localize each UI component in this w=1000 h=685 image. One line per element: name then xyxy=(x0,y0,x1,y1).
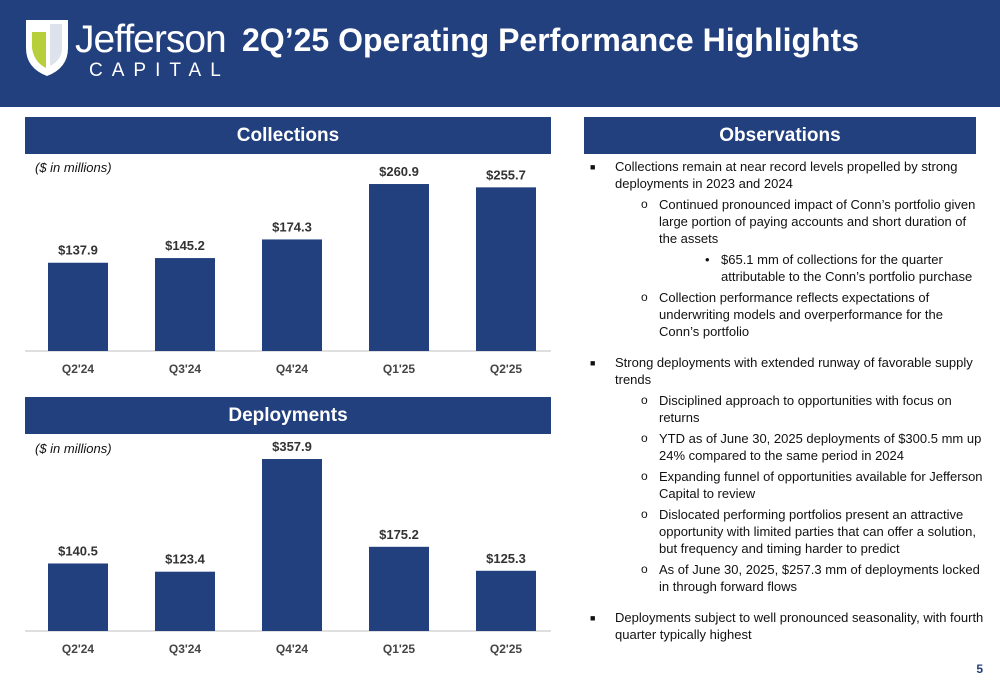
observations-heading: Observations xyxy=(584,117,976,154)
observation-level3-item: • $65.1 mm of collections for the quarter… xyxy=(659,251,985,285)
observation-text: Dislocated performing portfolios present… xyxy=(659,507,976,556)
observation-text: Continued pronounced impact of Conn’s po… xyxy=(659,197,976,246)
circle-bullet-icon: o xyxy=(641,431,648,445)
bar-value-label: $140.5 xyxy=(58,543,98,558)
observation-text: Collection performance reflects expectat… xyxy=(659,290,943,339)
bar-Q4'24 xyxy=(262,239,322,351)
bar-Q3'24 xyxy=(155,258,215,351)
observation-level2-item: o Expanding funnel of opportunities avail… xyxy=(615,468,985,502)
observation-text: Expanding funnel of opportunities availa… xyxy=(659,469,983,501)
bar-value-label: $357.9 xyxy=(272,439,312,454)
observation-text: YTD as of June 30, 2025 deployments of $… xyxy=(659,431,982,463)
observation-text: Deployments subject to well pronounced s… xyxy=(615,610,984,642)
bar-value-label: $123.4 xyxy=(165,552,206,567)
logo-subtext: CAPITAL xyxy=(89,60,230,81)
deployments-chart: $140.5 Q2'24 $123.4 Q3'24 $357.9 Q4'24 $175.2 Q… xyxy=(25,439,551,656)
square-bullet-icon: ■ xyxy=(590,162,596,172)
page-number: 5 xyxy=(976,662,983,676)
x-tick-label: Q3'24 xyxy=(169,362,202,376)
deployments-heading: Deployments xyxy=(25,397,551,434)
bar-Q3'24 xyxy=(155,571,215,631)
dot-bullet-icon: • xyxy=(705,252,710,267)
square-bullet-icon: ■ xyxy=(590,358,596,368)
x-tick-label: Q2'24 xyxy=(62,362,95,376)
observation-text: Collections remain at near record levels… xyxy=(615,159,958,191)
circle-bullet-icon: o xyxy=(641,290,648,304)
x-tick-label: Q2'25 xyxy=(490,642,523,656)
collections-unit-note: ($ in millions) xyxy=(35,160,112,175)
bar-value-label: $145.2 xyxy=(165,238,205,253)
shield-logo-icon xyxy=(26,20,68,76)
observation-level1-item: ■ Deployments subject to well pronounced … xyxy=(590,609,985,643)
bar-Q1'25 xyxy=(369,546,429,631)
observation-level2-item: o Dislocated performing portfolios presen… xyxy=(615,506,985,557)
x-tick-label: Q4'24 xyxy=(276,642,309,656)
bar-Q4'24 xyxy=(262,459,322,631)
x-tick-label: Q1'25 xyxy=(383,642,416,656)
observation-level1-item: ■ Collections remain at near record level… xyxy=(590,158,985,340)
bar-value-label: $255.7 xyxy=(486,167,526,182)
observation-text: $65.1 mm of collections for the quarter … xyxy=(721,252,973,284)
header-banner: Jefferson CAPITAL 2Q’25 Operating Perfor… xyxy=(0,0,1000,107)
square-bullet-icon: ■ xyxy=(590,613,596,623)
observation-level2-item: o Disciplined approach to opportunities w… xyxy=(615,392,985,426)
circle-bullet-icon: o xyxy=(641,393,648,407)
page-title: 2Q’25 Operating Performance Highlights xyxy=(242,22,860,58)
observation-text: As of June 30, 2025, $257.3 mm of deploy… xyxy=(659,562,980,594)
company-logo: Jefferson CAPITAL xyxy=(24,18,227,82)
x-tick-label: Q3'24 xyxy=(169,642,202,656)
circle-bullet-icon: o xyxy=(641,197,648,211)
x-tick-label: Q4'24 xyxy=(276,362,309,376)
circle-bullet-icon: o xyxy=(641,507,648,521)
bar-Q2'24 xyxy=(48,262,108,351)
x-tick-label: Q1'25 xyxy=(383,362,416,376)
observation-text: Strong deployments with extended runway … xyxy=(615,355,973,387)
circle-bullet-icon: o xyxy=(641,469,648,483)
observation-level2-item: o Collection performance reflects expecta… xyxy=(615,289,985,340)
bar-value-label: $137.9 xyxy=(58,243,98,258)
x-tick-label: Q2'25 xyxy=(490,362,523,376)
bar-value-label: $125.3 xyxy=(486,551,526,566)
bar-Q2'25 xyxy=(476,187,536,351)
collections-chart: $137.9 Q2'24 $145.2 Q3'24 $174.3 Q4'24 $260.9 Q… xyxy=(25,164,551,376)
bar-Q2'24 xyxy=(48,563,108,631)
x-tick-label: Q2'24 xyxy=(62,642,95,656)
observation-level1-item: ■ Strong deployments with extended runway… xyxy=(590,354,985,595)
observations-list: ■ Collections remain at near record level… xyxy=(590,158,985,657)
deployments-unit-note: ($ in millions) xyxy=(35,441,112,456)
bar-Q1'25 xyxy=(369,184,429,351)
logo-wordmark: Jefferson xyxy=(75,18,227,61)
bar-value-label: $174.3 xyxy=(272,219,312,234)
circle-bullet-icon: o xyxy=(641,562,648,576)
observation-text: Disciplined approach to opportunities wi… xyxy=(659,393,952,425)
observation-level2-item: o YTD as of June 30, 2025 deployments of … xyxy=(615,430,985,464)
collections-heading: Collections xyxy=(25,117,551,154)
bar-value-label: $260.9 xyxy=(379,164,419,179)
bar-value-label: $175.2 xyxy=(379,527,419,542)
bar-Q2'25 xyxy=(476,570,536,631)
observation-level2-item: o As of June 30, 2025, $257.3 mm of deplo… xyxy=(615,561,985,595)
observation-level2-item: o Continued pronounced impact of Conn’s p… xyxy=(615,196,985,285)
